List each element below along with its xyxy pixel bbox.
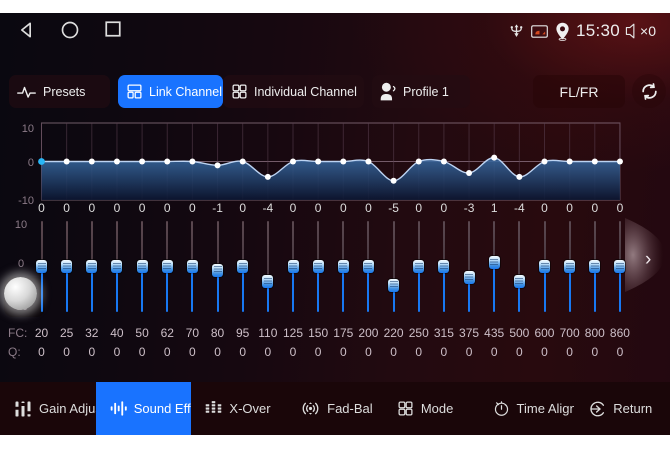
- svg-text:0: 0: [28, 157, 34, 169]
- svg-text:10: 10: [22, 123, 34, 135]
